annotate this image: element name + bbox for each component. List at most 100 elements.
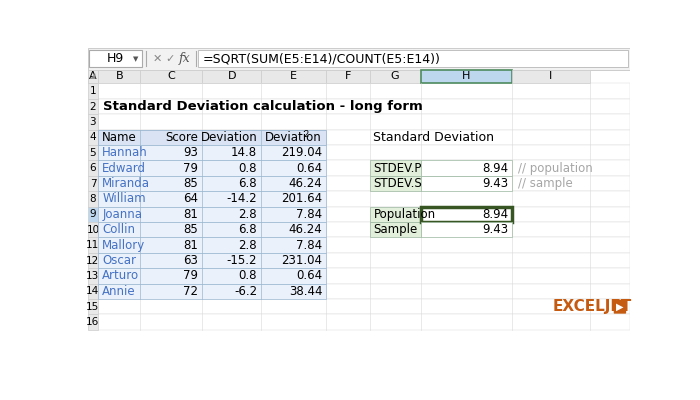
Bar [98,99,630,114]
Text: 4: 4 [90,132,96,142]
Text: fx: fx [178,52,190,65]
Bar [370,207,421,222]
Text: ▼: ▼ [133,56,138,62]
Text: ✓: ✓ [165,54,174,64]
Text: 81: 81 [183,208,198,221]
Bar [202,70,261,84]
Text: Score: Score [165,131,198,144]
Bar [370,222,421,238]
Text: B: B [116,72,123,82]
Bar [421,222,512,238]
Bar [98,314,630,330]
Bar [98,176,630,191]
Text: Deviation: Deviation [200,131,257,144]
Text: 0.8: 0.8 [239,162,257,175]
Text: 6.8: 6.8 [239,177,257,190]
Text: 6: 6 [90,163,96,173]
Bar [98,253,630,268]
Bar [98,145,326,160]
Text: Sample: Sample [374,223,418,236]
Text: Edward: Edward [102,162,146,175]
Text: 85: 85 [183,177,198,190]
Bar [421,160,512,176]
Bar [88,99,98,114]
Bar [88,238,98,253]
Bar [197,50,629,67]
Text: A: A [89,72,97,82]
Text: 79: 79 [183,162,198,175]
Text: ◢: ◢ [90,74,96,80]
Bar [98,284,630,299]
Text: 0.64: 0.64 [296,162,322,175]
Bar [88,284,98,299]
Text: ▶: ▶ [616,302,624,312]
Bar [88,130,98,145]
Text: Name: Name [102,131,137,144]
Text: Hannah: Hannah [102,146,148,159]
Text: EXCELJET: EXCELJET [552,299,631,314]
Text: 9.43: 9.43 [482,177,508,190]
Bar [88,191,98,207]
Text: Miranda: Miranda [102,177,150,190]
Bar [98,114,630,130]
Text: G: G [391,72,400,82]
Text: F: F [344,72,351,82]
Bar [98,207,630,222]
Bar [98,268,326,284]
Bar [88,176,98,191]
Text: =SQRT(SUM(E5:E14)/COUNT(E5:E14)): =SQRT(SUM(E5:E14)/COUNT(E5:E14)) [202,52,440,65]
Text: 79: 79 [183,270,198,282]
Text: 7.84: 7.84 [296,208,322,221]
Bar [98,238,326,253]
Bar [88,314,98,330]
Bar [98,191,326,207]
Bar [421,176,512,191]
Text: D: D [228,72,236,82]
Bar [98,176,326,191]
Text: E: E [290,72,297,82]
Text: 2.8: 2.8 [239,208,257,221]
Bar [98,191,630,207]
Text: 85: 85 [183,223,198,236]
Text: 8: 8 [90,194,96,204]
Bar [261,70,326,84]
Text: Annie: Annie [102,285,136,298]
Bar [98,222,630,238]
Bar [88,70,98,84]
Text: Mallory: Mallory [102,239,146,252]
Text: 2: 2 [303,130,308,139]
Bar [98,160,630,176]
Text: 6.8: 6.8 [239,223,257,236]
Bar [88,48,630,70]
Text: Oscar: Oscar [102,254,136,267]
Text: 11: 11 [86,240,99,250]
Text: STDEV.P: STDEV.P [374,162,422,175]
Text: C: C [167,72,175,82]
Bar [421,70,512,84]
Text: William: William [102,192,146,206]
Bar [98,299,630,314]
Text: 64: 64 [183,192,198,206]
Bar [326,70,370,84]
Text: Standard Deviation calculation - long form: Standard Deviation calculation - long fo… [103,100,423,113]
Text: Collin: Collin [102,223,135,236]
Bar [370,160,421,176]
Text: 72: 72 [183,285,198,298]
Bar [88,253,98,268]
Text: 12: 12 [86,256,99,266]
Text: 9: 9 [90,209,96,219]
Bar [89,50,141,67]
Text: ✕: ✕ [153,54,162,64]
Bar [88,299,98,314]
Text: -15.2: -15.2 [227,254,257,267]
Bar [88,207,98,222]
Text: 219.04: 219.04 [281,146,322,159]
Bar [98,238,630,253]
Text: Arturo: Arturo [102,270,139,282]
Text: 231.04: 231.04 [281,254,322,267]
Bar [140,70,202,84]
Bar [98,253,326,268]
Text: 0.8: 0.8 [239,270,257,282]
Text: Standard Deviation: Standard Deviation [374,131,494,144]
Text: Deviation: Deviation [265,131,322,144]
